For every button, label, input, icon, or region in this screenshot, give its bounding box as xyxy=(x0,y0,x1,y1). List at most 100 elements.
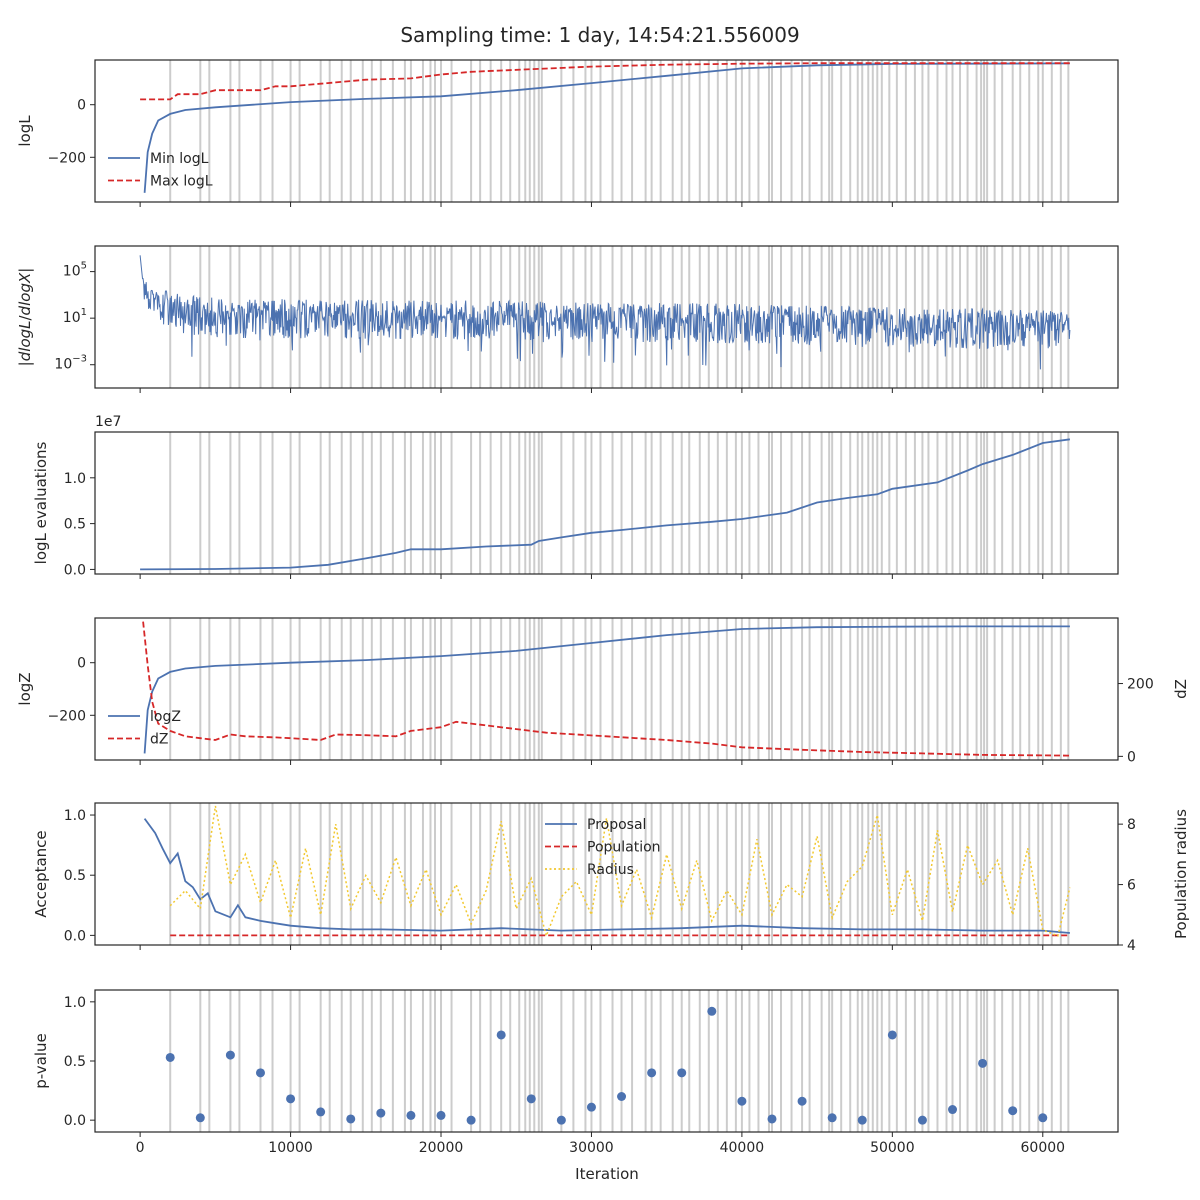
legend: Proposal Population Radius xyxy=(545,817,661,878)
marker-lines xyxy=(169,803,1070,945)
y-tick-label: 0.5 xyxy=(64,517,86,533)
x-axis-label: Iteration xyxy=(575,1165,639,1183)
axes-frame xyxy=(94,245,1119,389)
y2-tick-label: 8 xyxy=(1127,817,1136,833)
panel-1: 0 −200 logL Min logL Max logL xyxy=(16,59,1119,207)
data-point xyxy=(827,1113,837,1123)
series-group xyxy=(139,255,1071,370)
y-axis-label: Acceptance xyxy=(32,830,50,917)
y-tick-label: 1.0 xyxy=(64,995,86,1011)
data-point xyxy=(556,1115,566,1125)
data-point xyxy=(948,1105,958,1115)
x-tick-label: 30000 xyxy=(569,1140,614,1156)
legend-label: Population xyxy=(587,840,661,856)
x-tick-label: 10000 xyxy=(268,1140,313,1156)
y-tick-label: 0.0 xyxy=(64,562,86,578)
data-point xyxy=(286,1094,296,1104)
y-tick-label: 101 xyxy=(63,307,87,326)
figure-title: Sampling time: 1 day, 14:54:21.556009 xyxy=(400,23,799,47)
series-line-3 xyxy=(140,438,1071,571)
data-point xyxy=(978,1058,988,1068)
data-point xyxy=(677,1068,687,1078)
series-proposal xyxy=(143,818,1070,934)
panel-6: 0 10000 20000 30000 40000 50000 60000 0.0 0.5 1.0… xyxy=(32,989,1119,1156)
data-point xyxy=(707,1006,717,1016)
series-group xyxy=(140,62,1070,193)
legend: Min logL Max logL xyxy=(108,151,213,190)
panel-2: 105 101 10−3 |dlogL/dlogX| xyxy=(16,245,1119,393)
y-offset-text: 1e7 xyxy=(95,414,121,430)
y-tick-label: 105 xyxy=(63,261,87,280)
y2-tick-label: 6 xyxy=(1127,878,1136,894)
y2-tick-label: 0 xyxy=(1127,749,1136,765)
marker-lines xyxy=(169,60,1070,202)
data-point xyxy=(376,1108,386,1118)
data-point xyxy=(647,1068,657,1078)
series-line-2 xyxy=(139,255,1071,370)
y-tick-label: −200 xyxy=(48,150,86,166)
series-max-logl xyxy=(140,62,1070,101)
series-group xyxy=(143,805,1071,939)
data-point xyxy=(255,1068,265,1078)
data-point xyxy=(466,1115,476,1125)
axes-frame xyxy=(94,431,1119,575)
panels: 0 −200 logL Min logL Max logL 105 101 10−3 |dlog… xyxy=(16,59,1190,1156)
data-point xyxy=(526,1094,536,1104)
data-point xyxy=(917,1115,927,1125)
y-tick-label: 0.5 xyxy=(64,868,86,884)
legend-label: Min logL xyxy=(150,151,209,167)
legend-label: Radius xyxy=(587,862,634,878)
y-tick-label: 0.0 xyxy=(64,1113,86,1129)
data-point xyxy=(225,1050,235,1060)
panel-5: 0.0 0.5 1.0 4 6 8 Population radius Acceptance P… xyxy=(32,802,1190,954)
data-point xyxy=(767,1114,777,1124)
legend-label: dZ xyxy=(150,732,168,748)
y-axis-label: logZ xyxy=(16,672,34,705)
data-point xyxy=(737,1096,747,1106)
x-tick-label: 40000 xyxy=(720,1140,765,1156)
series-group xyxy=(140,438,1071,571)
data-point xyxy=(165,1052,175,1062)
y2-axis-label: dZ xyxy=(1172,679,1190,699)
y-tick-label: 1.0 xyxy=(64,471,86,487)
y-axis-label: logL xyxy=(16,115,34,147)
x-tick-label: 50000 xyxy=(870,1140,915,1156)
data-point xyxy=(346,1114,356,1124)
y-tick-label: 0.5 xyxy=(64,1054,86,1070)
y-axis-label: p-value xyxy=(32,1033,50,1089)
data-point xyxy=(436,1110,446,1120)
series-min-logl xyxy=(143,62,1070,193)
data-point xyxy=(496,1030,506,1040)
series-logz xyxy=(143,625,1070,754)
data-point xyxy=(406,1110,416,1120)
marker-lines xyxy=(169,990,1070,1132)
axes-frame xyxy=(94,617,1119,761)
marker-lines xyxy=(169,618,1070,760)
data-point xyxy=(1008,1106,1018,1116)
series-dz xyxy=(142,621,1070,757)
data-point xyxy=(316,1107,326,1117)
panel-4: 0 −200 0 200 dZ logZ logZ dZ xyxy=(16,617,1190,765)
panel-3: 0.0 0.5 1.0 logL evaluations 1e7 xyxy=(32,414,1119,579)
series-group xyxy=(165,1006,1048,1125)
data-point xyxy=(586,1102,596,1112)
y2-tick-label: 200 xyxy=(1127,677,1154,693)
y-tick-label: 10−3 xyxy=(54,354,87,373)
data-point xyxy=(1038,1113,1048,1123)
legend-label: Max logL xyxy=(150,174,213,190)
data-point xyxy=(887,1030,897,1040)
y2-axis-label: Population radius xyxy=(1172,809,1190,939)
data-point xyxy=(195,1113,205,1123)
y2-tick-label: 4 xyxy=(1127,938,1136,954)
y-tick-label: 1.0 xyxy=(64,808,86,824)
y-tick-label: −200 xyxy=(48,708,86,724)
y-axis-label: logL evaluations xyxy=(32,441,50,564)
x-tick-label: 0 xyxy=(136,1140,145,1156)
marker-lines xyxy=(169,432,1070,574)
x-tick-label: 20000 xyxy=(419,1140,464,1156)
data-point xyxy=(857,1115,867,1125)
y-tick-label: 0 xyxy=(77,98,86,114)
legend-label: Proposal xyxy=(587,817,646,833)
series-group xyxy=(142,621,1070,757)
